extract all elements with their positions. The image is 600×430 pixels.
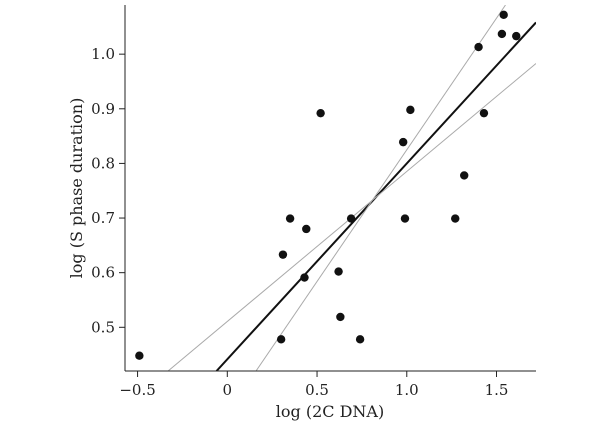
data-points xyxy=(135,10,521,360)
data-point xyxy=(336,312,345,322)
data-point xyxy=(398,137,408,147)
ticks: −0.5 0 0.5 1.0 1.5 0.5 0.6 0.7 0.8 0.9 1.0 xyxy=(91,45,508,399)
y-axis-title: log (S phase duration) xyxy=(67,98,86,279)
y-tick-label: 0.8 xyxy=(91,154,115,172)
x-tick-label: 0.5 xyxy=(305,381,329,399)
data-point xyxy=(451,214,460,223)
x-tick-label: 1.0 xyxy=(395,381,419,399)
data-point xyxy=(276,335,286,344)
x-tick-label: 0 xyxy=(223,381,233,399)
x-tick-label: −0.5 xyxy=(119,381,155,399)
data-point xyxy=(497,29,507,39)
fit-lines xyxy=(167,5,536,371)
data-point xyxy=(474,42,483,52)
data-point xyxy=(316,108,325,118)
data-point xyxy=(460,171,469,180)
data-point xyxy=(302,224,311,234)
data-point xyxy=(135,351,144,360)
data-point xyxy=(499,10,508,20)
data-point xyxy=(285,214,295,223)
data-point xyxy=(406,105,415,115)
x-tick-label: 1.5 xyxy=(485,381,509,399)
data-point xyxy=(334,267,343,276)
data-point xyxy=(300,273,309,282)
data-point xyxy=(346,214,356,223)
data-point xyxy=(512,31,521,41)
axes xyxy=(124,5,536,372)
confidence-upper-line xyxy=(255,5,506,371)
data-point xyxy=(479,108,489,118)
data-point xyxy=(278,250,288,259)
y-tick-label: 0.5 xyxy=(91,318,115,336)
y-tick-label: 0.7 xyxy=(91,209,115,227)
x-axis-title: log (2C DNA) xyxy=(276,402,384,421)
y-tick-label: 1.0 xyxy=(91,45,115,63)
data-point xyxy=(400,214,410,223)
y-tick-label: 0.6 xyxy=(91,264,115,282)
y-tick-label: 0.9 xyxy=(91,100,115,118)
data-point xyxy=(355,335,365,344)
